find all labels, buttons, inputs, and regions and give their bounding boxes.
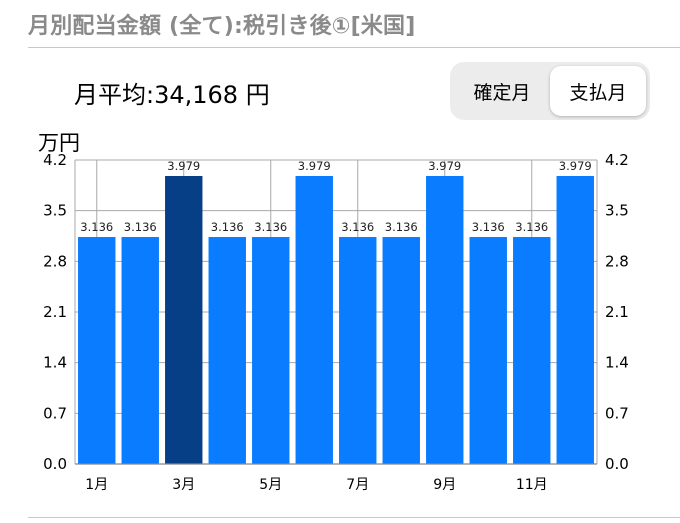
data-label: 3.979 (298, 159, 331, 173)
data-label: 3.979 (428, 159, 461, 173)
bar (295, 175, 333, 464)
bar (513, 237, 551, 464)
data-label: 3.979 (167, 159, 200, 173)
monthly-average-label: 月平均: (74, 81, 155, 109)
bar (121, 237, 159, 464)
monthly-average-value: 34,168 (154, 81, 239, 109)
bar (426, 175, 464, 464)
y-tick-label-right: 2.8 (605, 252, 629, 270)
data-label: 3.136 (124, 220, 157, 234)
data-label: 3.136 (254, 220, 287, 234)
y-tick-label-left: 0.7 (43, 404, 67, 422)
monthly-average-unit: 円 (245, 81, 270, 109)
x-tick-label: 5月 (259, 477, 282, 493)
month-type-toggle: 確定月 支払月 (450, 62, 650, 120)
x-tick-label: 7月 (346, 477, 369, 493)
bar (382, 237, 420, 464)
bar (208, 237, 246, 464)
page-title: 月別配当金額 (全て):税引き後①[米国] (28, 14, 416, 39)
y-tick-label-left: 3.5 (43, 202, 67, 220)
data-label: 3.136 (80, 220, 113, 234)
footer-divider (28, 517, 680, 518)
monthly-average: 月平均:34,168 円 (74, 75, 270, 110)
y-tick-label-right: 3.5 (605, 202, 629, 220)
toggle-confirmed-month[interactable]: 確定月 (473, 81, 531, 104)
y-tick-label-left: 0.0 (43, 455, 67, 473)
y-tick-label-left: 1.4 (43, 354, 67, 372)
x-tick-label: 9月 (433, 477, 456, 493)
y-tick-label-left: 2.8 (43, 252, 67, 270)
x-tick-label: 1月 (85, 477, 108, 493)
bar (252, 237, 290, 464)
x-tick-label: 3月 (172, 477, 195, 493)
toggle-payment-month[interactable]: 支払月 (550, 66, 646, 116)
y-axis-unit: 万円 (38, 131, 80, 155)
data-label: 3.136 (515, 220, 548, 234)
data-label: 3.979 (559, 159, 592, 173)
bar (556, 175, 594, 464)
bar (339, 237, 377, 464)
data-label: 3.136 (385, 220, 418, 234)
y-tick-label-left: 2.1 (43, 303, 67, 321)
x-tick-label: 11月 (516, 477, 548, 493)
bar (78, 237, 116, 464)
data-label: 3.136 (472, 220, 505, 234)
y-tick-label-right: 1.4 (605, 354, 629, 372)
y-tick-label-right: 4.2 (605, 151, 629, 169)
y-tick-label-right: 0.7 (605, 404, 629, 422)
data-label: 3.136 (341, 220, 374, 234)
y-tick-label-right: 2.1 (605, 303, 629, 321)
y-tick-label-left: 4.2 (43, 151, 67, 169)
data-label: 3.136 (211, 220, 244, 234)
bar (165, 175, 203, 464)
bar (469, 237, 507, 464)
header-divider (28, 47, 680, 48)
y-tick-label-right: 0.0 (605, 455, 629, 473)
